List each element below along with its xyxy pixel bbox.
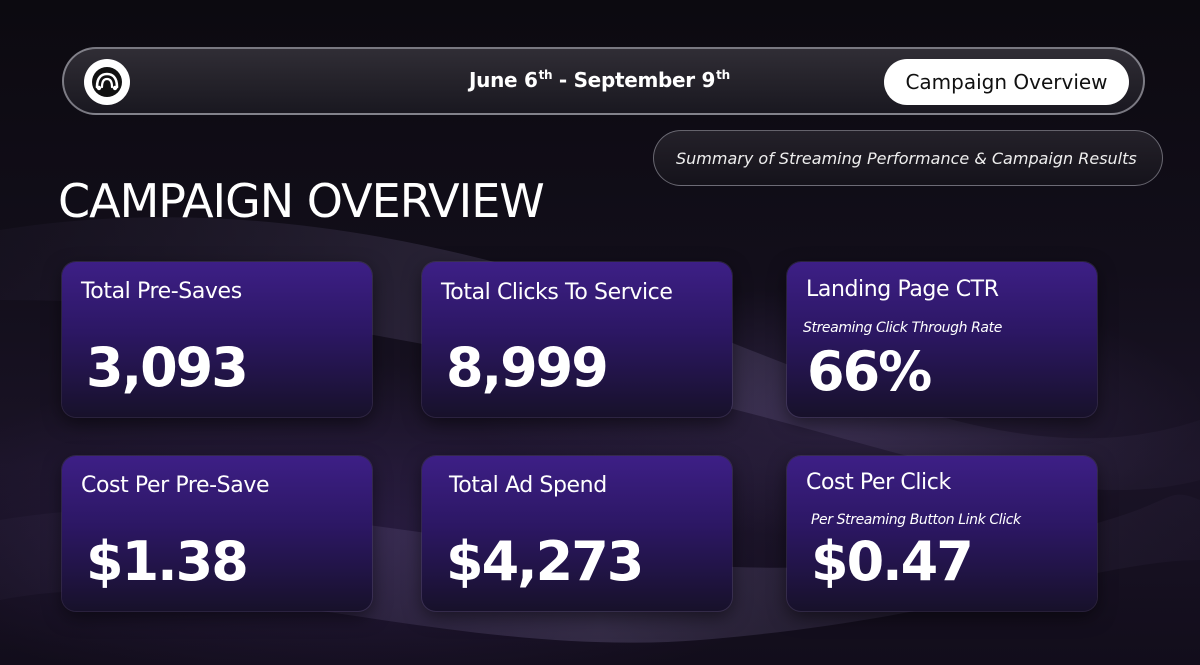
card-value: $0.47 (811, 530, 974, 593)
card-subtitle: Streaming Click Through Rate (803, 320, 1002, 336)
card-value: 3,093 (86, 336, 249, 399)
campaign-overview-button[interactable]: Campaign Overview (884, 59, 1129, 105)
card-label: Cost Per Pre-Save (81, 473, 270, 498)
date-end-suffix: th (716, 68, 730, 82)
date-start-suffix: th (538, 68, 553, 82)
card-value: 66% (807, 340, 932, 403)
header-bar: June 6th - September 9th Campaign Overvi… (62, 47, 1145, 115)
brand-logo-icon[interactable] (84, 59, 130, 105)
card-total-clicks-to-service: Total Clicks To Service 8,999 (422, 262, 732, 417)
card-subtitle: Per Streaming Button Link Click (811, 512, 1021, 528)
card-cost-per-click: Cost Per Click Per Streaming Button Link… (787, 456, 1097, 611)
card-label: Cost Per Click (806, 470, 951, 495)
card-label: Landing Page CTR (806, 277, 999, 302)
date-start: June 6 (469, 68, 538, 92)
card-total-pre-saves: Total Pre-Saves 3,093 (62, 262, 372, 417)
page-title: CAMPAIGN OVERVIEW (58, 174, 545, 228)
date-separator: - (552, 68, 574, 92)
card-value: $1.38 (86, 530, 249, 593)
card-cost-per-pre-save: Cost Per Pre-Save $1.38 (62, 456, 372, 611)
date-range: June 6th - September 9th (469, 68, 730, 92)
card-label: Total Pre-Saves (81, 279, 242, 304)
card-value: 8,999 (446, 336, 609, 399)
card-label: Total Clicks To Service (441, 280, 673, 305)
date-end: September 9 (573, 68, 716, 92)
card-total-ad-spend: Total Ad Spend $4,273 (422, 456, 732, 611)
card-label: Total Ad Spend (449, 473, 607, 498)
summary-caption: Summary of Streaming Performance & Campa… (653, 130, 1163, 186)
card-value: $4,273 (446, 530, 644, 593)
card-landing-page-ctr: Landing Page CTR Streaming Click Through… (787, 262, 1097, 417)
